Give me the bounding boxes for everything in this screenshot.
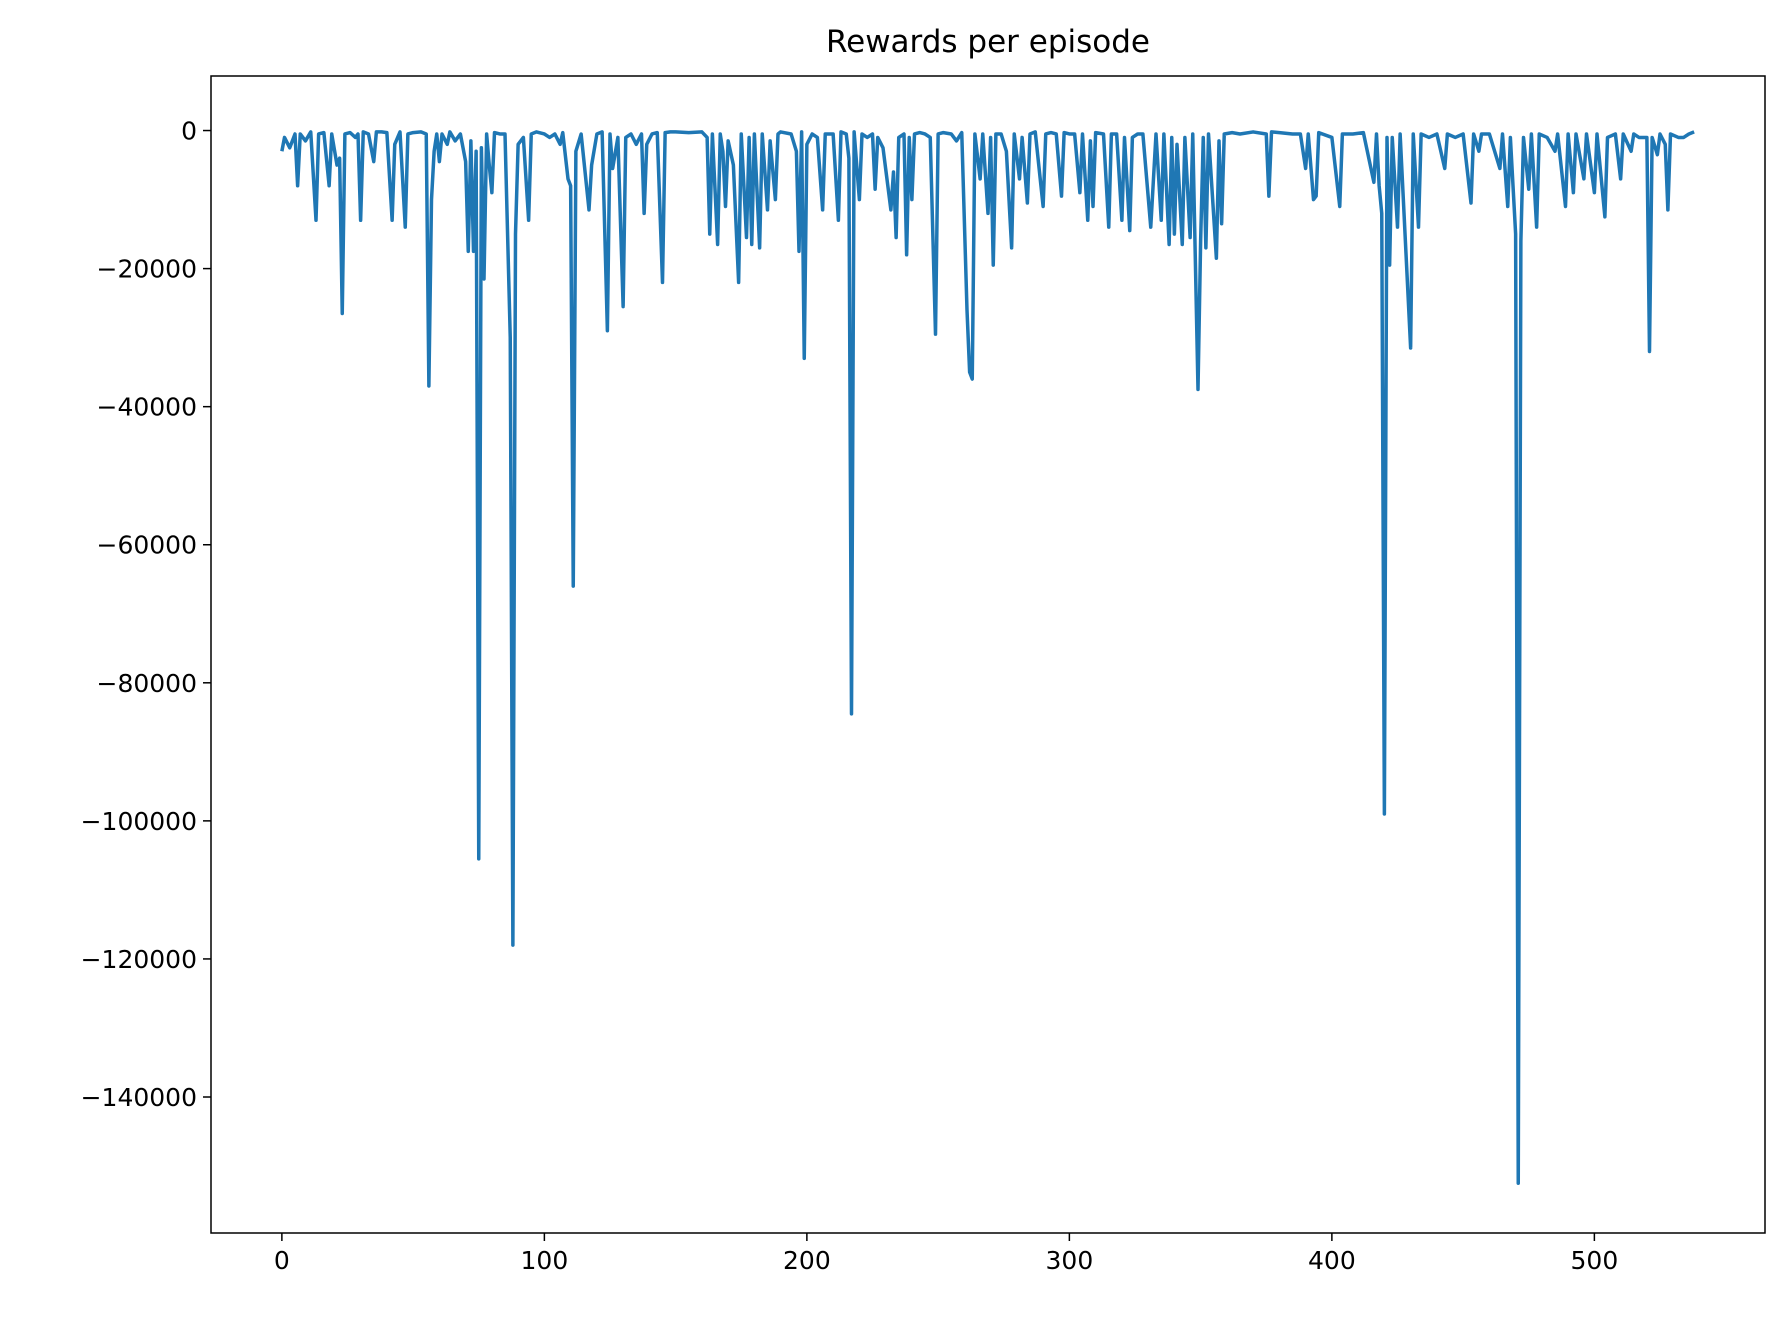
y-tick-label: −20000: [97, 255, 197, 284]
x-tick-label: 400: [1308, 1246, 1356, 1275]
y-tick-label: −120000: [81, 945, 197, 974]
x-tick-label: 300: [1046, 1246, 1094, 1275]
y-tick-label: 0: [181, 117, 197, 146]
y-tick-label: −40000: [97, 393, 197, 422]
x-tick-label: 200: [783, 1246, 831, 1275]
y-tick-label: −100000: [81, 807, 197, 836]
line: [280, 130, 1695, 1186]
x-tick-label: 100: [521, 1246, 569, 1275]
x-tick-label: 0: [274, 1246, 290, 1275]
plot-frame: [210, 75, 1766, 1234]
y-tick-label: −60000: [97, 531, 197, 560]
y-tick-label: −140000: [81, 1083, 197, 1112]
x-tick-label: 500: [1571, 1246, 1619, 1275]
chart-title: Rewards per episode: [826, 24, 1150, 60]
y-tick-label: −80000: [97, 669, 197, 698]
